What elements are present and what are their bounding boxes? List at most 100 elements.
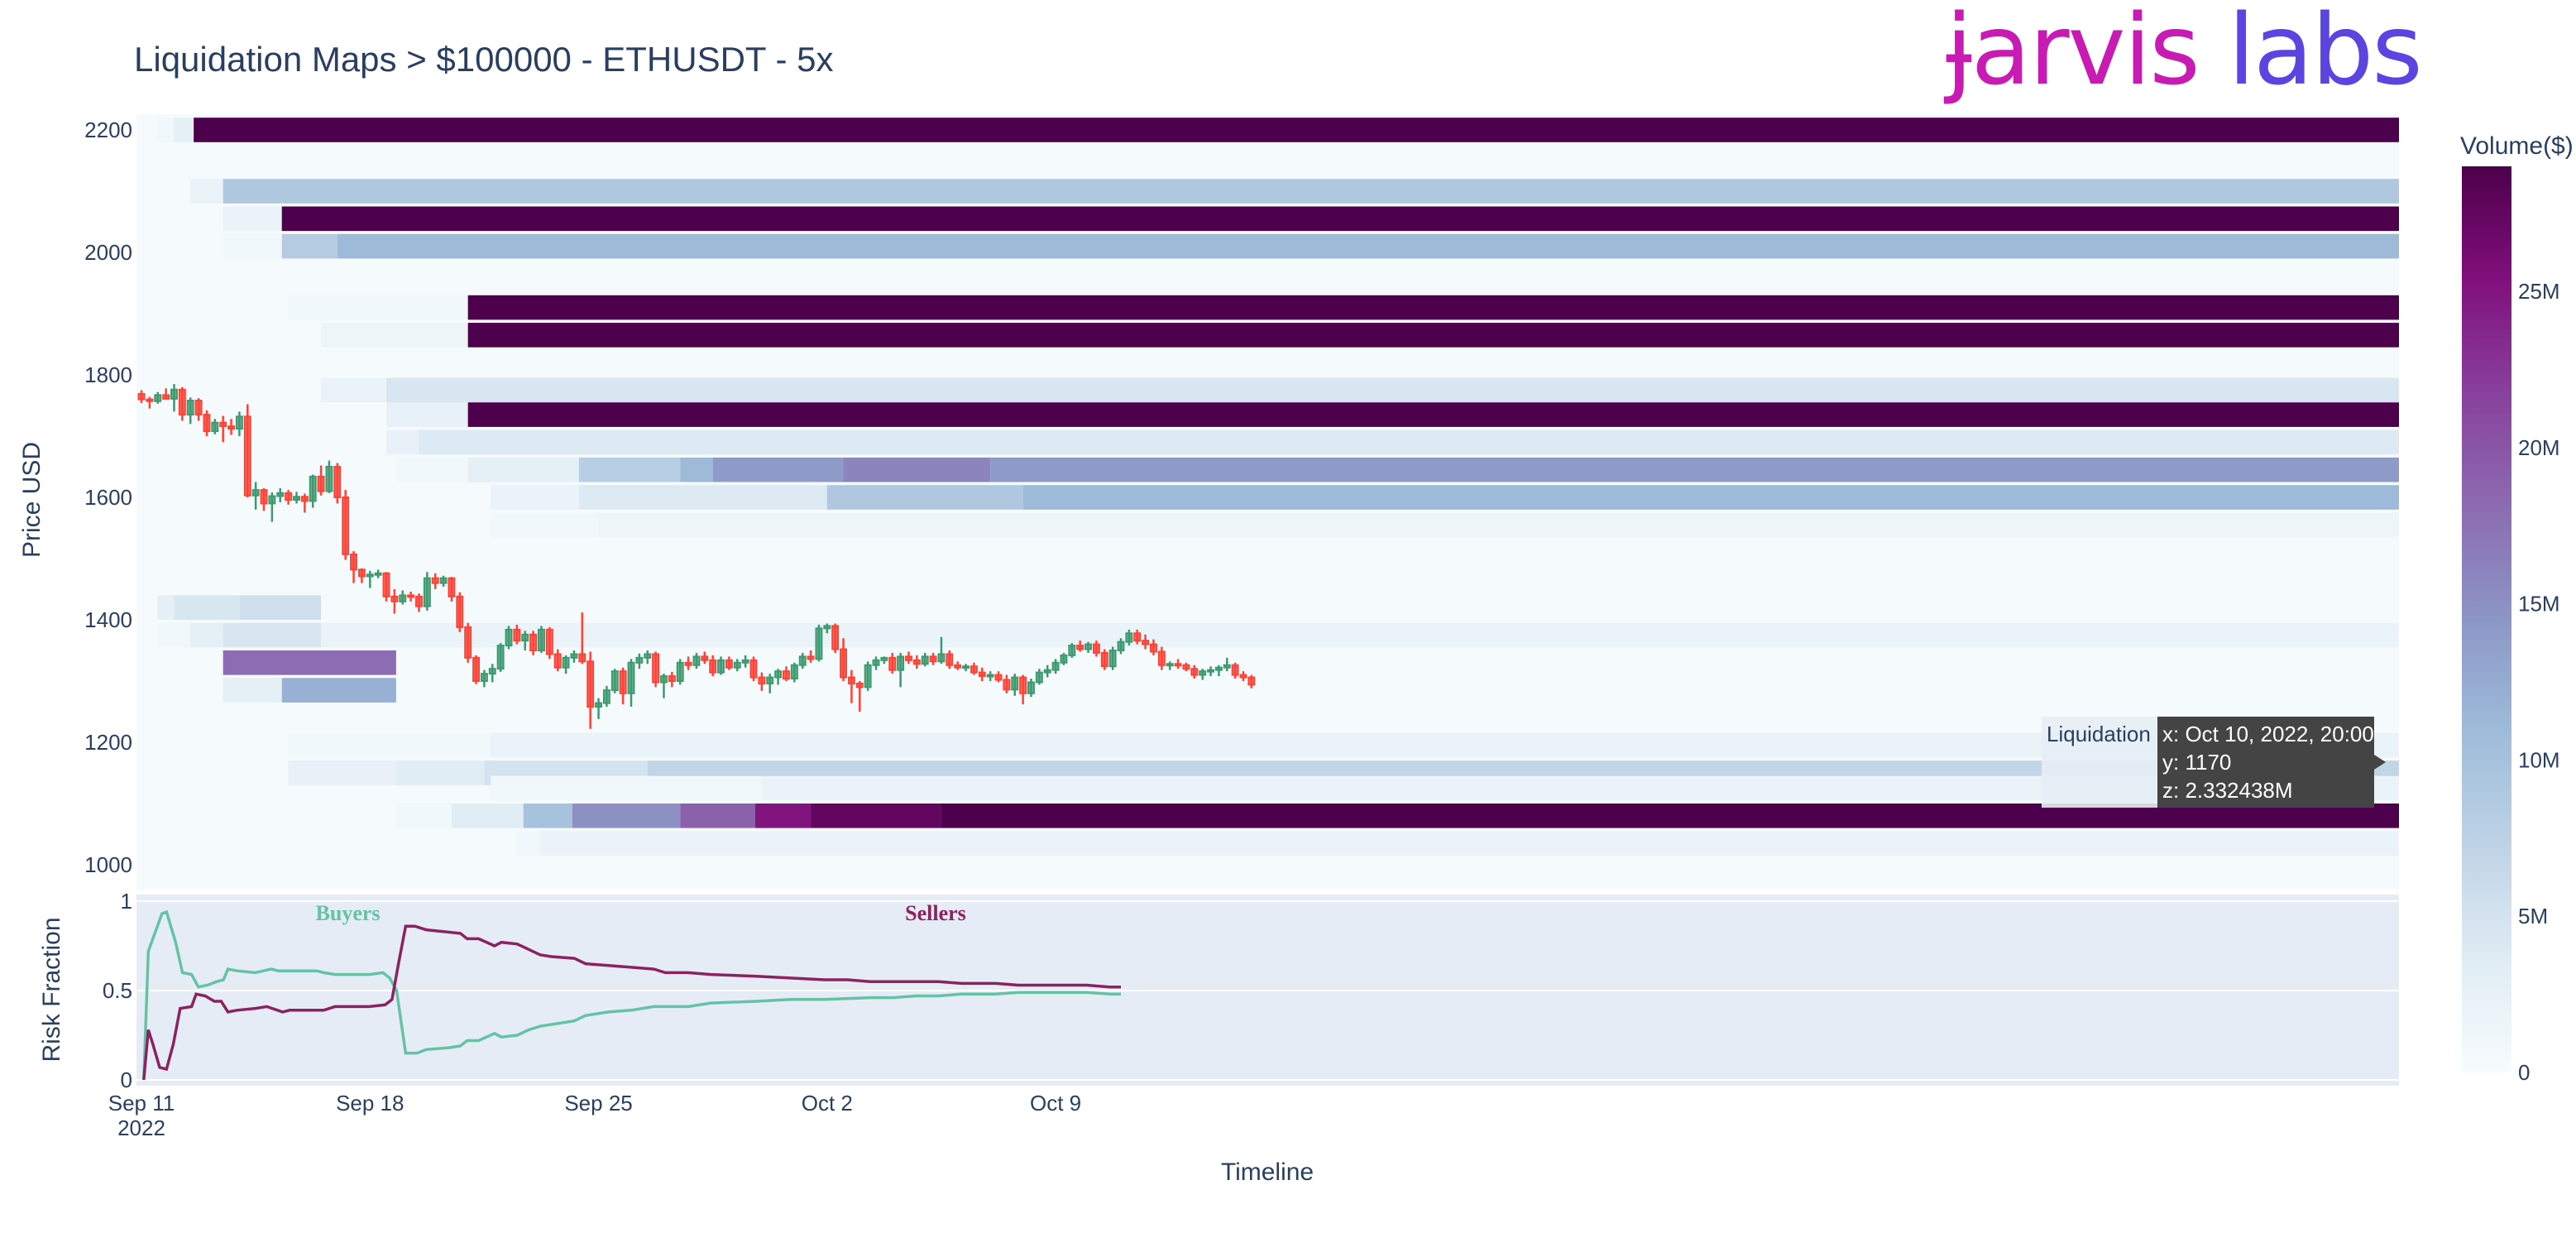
candle-body	[186, 400, 194, 416]
candle-body	[293, 496, 300, 501]
tooltip-x: x: Oct 10, 2022, 20:00	[2162, 722, 2374, 746]
candle-body	[840, 648, 847, 679]
candle-body	[749, 659, 758, 679]
time-tick-label: Sep 11	[108, 1091, 175, 1115]
candle-body	[260, 489, 268, 505]
price-candlesticks[interactable]	[137, 384, 1256, 729]
candle-body	[382, 572, 390, 597]
price-tick-label: 2200	[84, 118, 132, 142]
colorbar-tick-label: 5M	[2518, 904, 2548, 928]
candle-body	[880, 656, 888, 661]
heatmap-cell	[239, 595, 322, 620]
candle-body	[668, 675, 676, 683]
candle-body	[725, 659, 733, 669]
colorbar-tick-label: 15M	[2518, 592, 2560, 616]
candle-body	[741, 659, 749, 664]
candle-body	[627, 661, 635, 694]
candle-body	[1150, 643, 1157, 653]
candle-body	[1092, 643, 1100, 654]
risk-annotation: Sellers	[905, 901, 966, 925]
heatmap-cell	[194, 118, 2399, 142]
colorbar-title: Volume($)	[2460, 132, 2574, 160]
colorbar-gradient	[2462, 166, 2511, 1072]
candle-body	[1133, 632, 1142, 642]
time-tick-label: Sep 25	[564, 1091, 632, 1115]
candle-body	[774, 670, 783, 679]
chart-title: Liquidation Maps > $100000 - ETHUSDT - 5…	[134, 40, 834, 79]
candle-body	[1027, 681, 1035, 694]
heatmap-cell	[826, 485, 1023, 510]
candle-body	[823, 625, 831, 630]
candle-body	[912, 659, 921, 665]
candle-body	[587, 660, 595, 708]
heatmap-cell	[223, 678, 282, 703]
candle-body	[399, 594, 407, 602]
heatmap-cell	[190, 622, 223, 648]
heatmap-cell	[386, 429, 419, 455]
price-tick-label: 1000	[84, 852, 132, 877]
candle-body	[472, 656, 480, 683]
candle-body	[285, 492, 293, 501]
heatmap-cell	[491, 775, 762, 801]
candle-body	[1231, 664, 1239, 676]
time-tick-label: Oct 2	[802, 1091, 853, 1115]
heatmap-cell	[680, 457, 713, 482]
heatmap-cell	[337, 233, 2399, 259]
heatmap-cell	[572, 804, 681, 828]
candle-body	[946, 653, 954, 666]
risk-fraction-panel	[136, 895, 2399, 1086]
candle-body	[905, 655, 912, 661]
candle-body	[619, 670, 627, 694]
colorbar-tick-label: 25M	[2518, 279, 2560, 304]
candle-body	[1003, 679, 1011, 691]
jarvis-labs-logo: ɉarvis labs	[1946, 0, 2423, 107]
candle-body	[635, 656, 644, 664]
candle-body	[545, 628, 553, 655]
candle-body	[1125, 632, 1133, 643]
heatmap-cell	[395, 457, 468, 482]
heatmap-cell	[395, 760, 485, 785]
price-tick-label: 2000	[84, 240, 132, 265]
candle-body	[538, 628, 545, 652]
candle-body	[1011, 676, 1019, 691]
candle-body	[610, 670, 619, 692]
candle-body	[423, 577, 431, 607]
heatmap-cell	[523, 804, 572, 828]
candle-body	[1223, 664, 1231, 669]
price-axis: 1000 1200 1400 1600 1800 2000 2200	[84, 118, 132, 877]
candle-body	[709, 659, 717, 674]
candle-body	[211, 421, 219, 433]
candle-body	[390, 595, 399, 602]
candle-body	[994, 674, 1003, 681]
heatmap-cell	[467, 402, 2399, 427]
candle-body	[970, 665, 978, 674]
heatmap-cell	[281, 233, 338, 259]
heatmap-cell	[578, 457, 681, 482]
heatmap-cell	[467, 457, 579, 482]
candle-body	[807, 655, 815, 660]
candle-body	[1043, 669, 1051, 674]
candle-body	[798, 655, 807, 666]
candle-body	[986, 674, 994, 678]
candle-body	[268, 495, 276, 505]
candle-body	[562, 656, 570, 669]
candle-body	[595, 702, 602, 708]
candle-body	[1051, 661, 1060, 671]
candle-body	[1108, 650, 1117, 668]
tooltip-z: z: 2.332438M	[2162, 778, 2293, 803]
candle-body	[929, 655, 937, 663]
heatmap-cell	[516, 831, 540, 856]
risk-fraction-lines[interactable]	[142, 909, 1121, 1081]
candle-body	[366, 573, 374, 578]
heatmap-cell	[990, 457, 2399, 482]
candle-body	[790, 664, 798, 680]
heatmap-cell	[321, 622, 2399, 648]
candle-body	[872, 659, 880, 666]
candle-body	[178, 388, 186, 416]
risk-annotation: Buyers	[316, 901, 381, 925]
candle-body	[578, 653, 587, 663]
candle-body	[276, 492, 285, 497]
heatmap-cell	[190, 179, 223, 204]
heatmap-cell	[288, 732, 491, 758]
